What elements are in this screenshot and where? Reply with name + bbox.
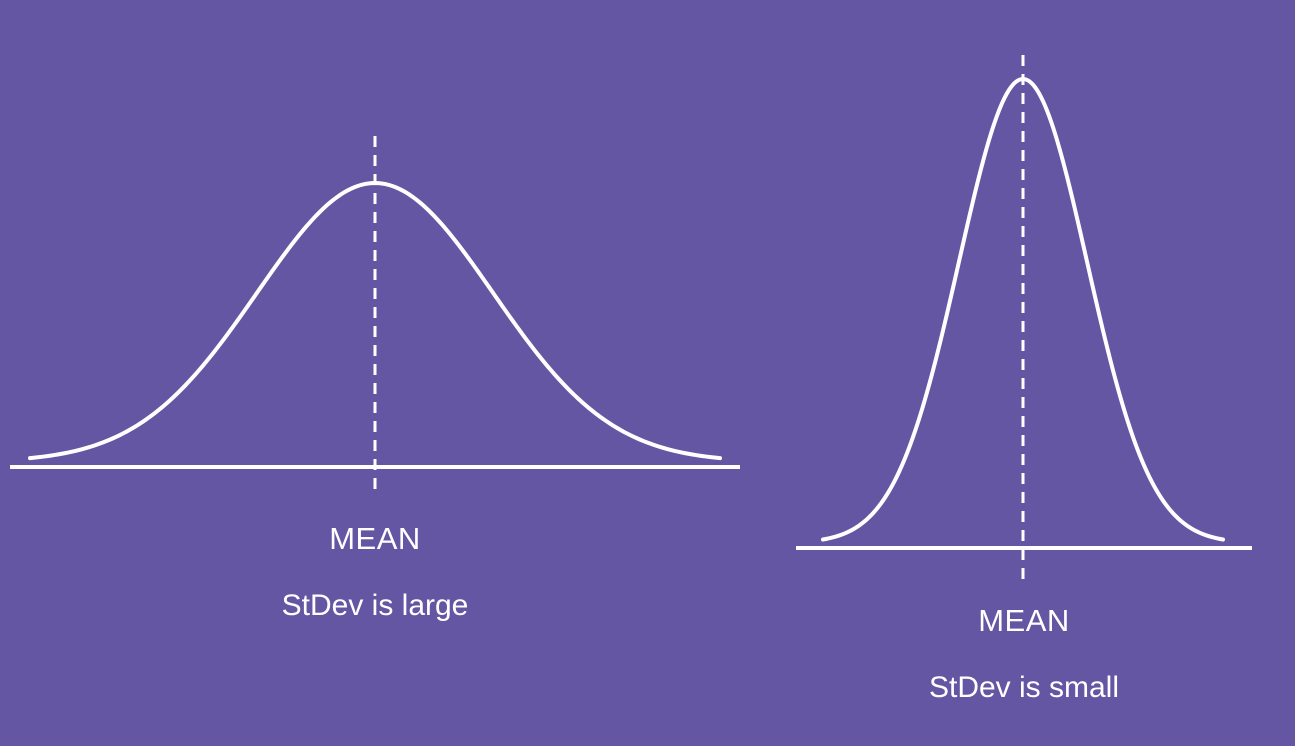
- right-stdev-label: StDev is small: [928, 671, 1120, 704]
- right-distribution: [796, 55, 1252, 580]
- right-bell-curve: [821, 76, 1225, 542]
- left-bell-curve: [28, 180, 722, 461]
- left-distribution: [10, 136, 740, 492]
- left-stdev-label: StDev is large: [281, 589, 469, 622]
- right-mean-label: MEAN: [978, 603, 1070, 638]
- left-mean-label: MEAN: [329, 521, 421, 556]
